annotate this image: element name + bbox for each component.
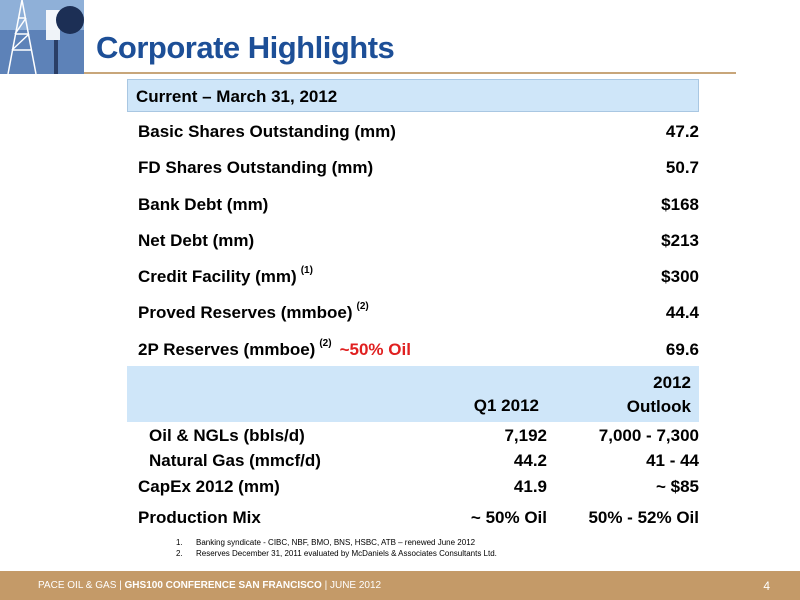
detail-row-label: CapEx 2012 (mm): [138, 477, 280, 496]
footnote: 2. Reserves December 31, 2011 evaluated b…: [176, 548, 497, 559]
summary-row-label: Credit Facility (mm): [138, 267, 297, 286]
page-number: 4: [763, 579, 770, 593]
summary-row: Credit Facility (mm) (1) $300: [138, 265, 699, 293]
footnote-ref: (2): [356, 301, 369, 312]
summary-row-label: Proved Reserves (mmboe): [138, 303, 353, 322]
footnote: 1. Banking syndicate - CIBC, NBF, BMO, BN…: [176, 537, 497, 548]
summary-row-label: FD Shares Outstanding (mm): [138, 158, 374, 177]
summary-row-label: 2P Reserves (mmboe): [138, 340, 316, 359]
detail-row: Natural Gas (mmcf/d) 44.2 41 - 44: [138, 451, 699, 475]
footer-date: JUNE 2012: [329, 580, 382, 591]
summary-row: Bank Debt (mm) $168: [138, 195, 699, 221]
summary-row-value: $300: [661, 267, 699, 286]
oil-derrick-image: [0, 0, 84, 74]
detail-row-label: Production Mix: [138, 508, 261, 527]
detail-row-q1: ~ 50% Oil: [470, 508, 547, 527]
footer-company: PACE OIL & GAS: [38, 580, 117, 591]
summary-row-label: Basic Shares Outstanding (mm): [138, 122, 396, 141]
detail-row: Oil & NGLs (bbls/d) 7,192 7,000 - 7,300: [138, 426, 699, 450]
summary-row-value: 69.6: [665, 340, 699, 359]
page-title: Corporate Highlights: [96, 30, 395, 65]
detail-row-outlook: 7,000 - 7,300: [598, 426, 699, 445]
oil-share-highlight: ~50% Oil: [339, 340, 411, 359]
column-header-outlook: 2012 Outlook: [627, 371, 691, 419]
footer-text: PACE OIL & GAS | GHS100 CONFERENCE SAN F…: [38, 580, 381, 591]
summary-row: 2P Reserves (mmboe) (2) ~50% Oil 69.6: [138, 338, 699, 366]
footnote-number: 1.: [176, 538, 183, 547]
detail-row-label: Natural Gas (mmcf/d): [149, 451, 321, 470]
column-header-outlook-year: 2012: [653, 373, 691, 392]
summary-row-value: 47.2: [665, 122, 699, 141]
footer-bar: PACE OIL & GAS | GHS100 CONFERENCE SAN F…: [0, 571, 800, 600]
summary-row-value: 50.7: [665, 158, 699, 177]
detail-row-q1: 41.9: [513, 477, 547, 496]
footnote-text: Reserves December 31, 2011 evaluated by …: [196, 549, 497, 558]
section-header-label: Current – March 31, 2012: [136, 87, 338, 106]
detail-row-outlook: 50% - 52% Oil: [588, 508, 699, 527]
title-divider: [84, 72, 736, 74]
detail-row-outlook: ~ $85: [655, 477, 699, 496]
detail-row: CapEx 2012 (mm) 41.9 ~ $85: [138, 477, 699, 501]
footer-separator: |: [119, 580, 122, 591]
summary-row-label-group: Credit Facility (mm) (1): [138, 265, 313, 287]
summary-row-value: 44.4: [665, 303, 699, 322]
summary-row-label-group: Proved Reserves (mmboe) (2): [138, 301, 369, 323]
summary-row: Proved Reserves (mmboe) (2) 44.4: [138, 301, 699, 329]
summary-row: Net Debt (mm) $213: [138, 231, 699, 257]
detail-row-q1: 44.2: [513, 451, 547, 470]
column-header-band: Q1 2012 2012 Outlook: [127, 366, 699, 422]
footnote-text: Banking syndicate - CIBC, NBF, BMO, BNS,…: [196, 538, 476, 547]
summary-row-label: Net Debt (mm): [138, 231, 255, 250]
footnotes: 1. Banking syndicate - CIBC, NBF, BMO, BN…: [176, 537, 497, 559]
summary-row-label-group: 2P Reserves (mmboe) (2) ~50% Oil: [138, 338, 411, 360]
detail-row-outlook: 41 - 44: [646, 451, 699, 470]
column-header-outlook-label: Outlook: [626, 397, 691, 416]
summary-row-value: $168: [661, 195, 699, 214]
detail-row-label: Oil & NGLs (bbls/d): [149, 426, 305, 445]
footer-conference: GHS100 CONFERENCE SAN FRANCISCO: [124, 580, 322, 591]
detail-row-q1: 7,192: [504, 426, 547, 445]
column-header-q1: Q1 2012: [473, 396, 539, 415]
summary-row-value: $213: [661, 231, 699, 250]
footer-separator: |: [324, 580, 328, 591]
section-header: Current – March 31, 2012: [127, 79, 699, 112]
summary-row: Basic Shares Outstanding (mm) 47.2: [138, 122, 699, 148]
summary-row: FD Shares Outstanding (mm) 50.7: [138, 158, 699, 184]
detail-row: Production Mix ~ 50% Oil 50% - 52% Oil: [138, 508, 699, 532]
summary-row-label: Bank Debt (mm): [138, 195, 269, 214]
footnote-ref: (1): [300, 265, 313, 276]
footnote-ref: (2): [319, 338, 332, 349]
footnote-number: 2.: [176, 549, 183, 558]
